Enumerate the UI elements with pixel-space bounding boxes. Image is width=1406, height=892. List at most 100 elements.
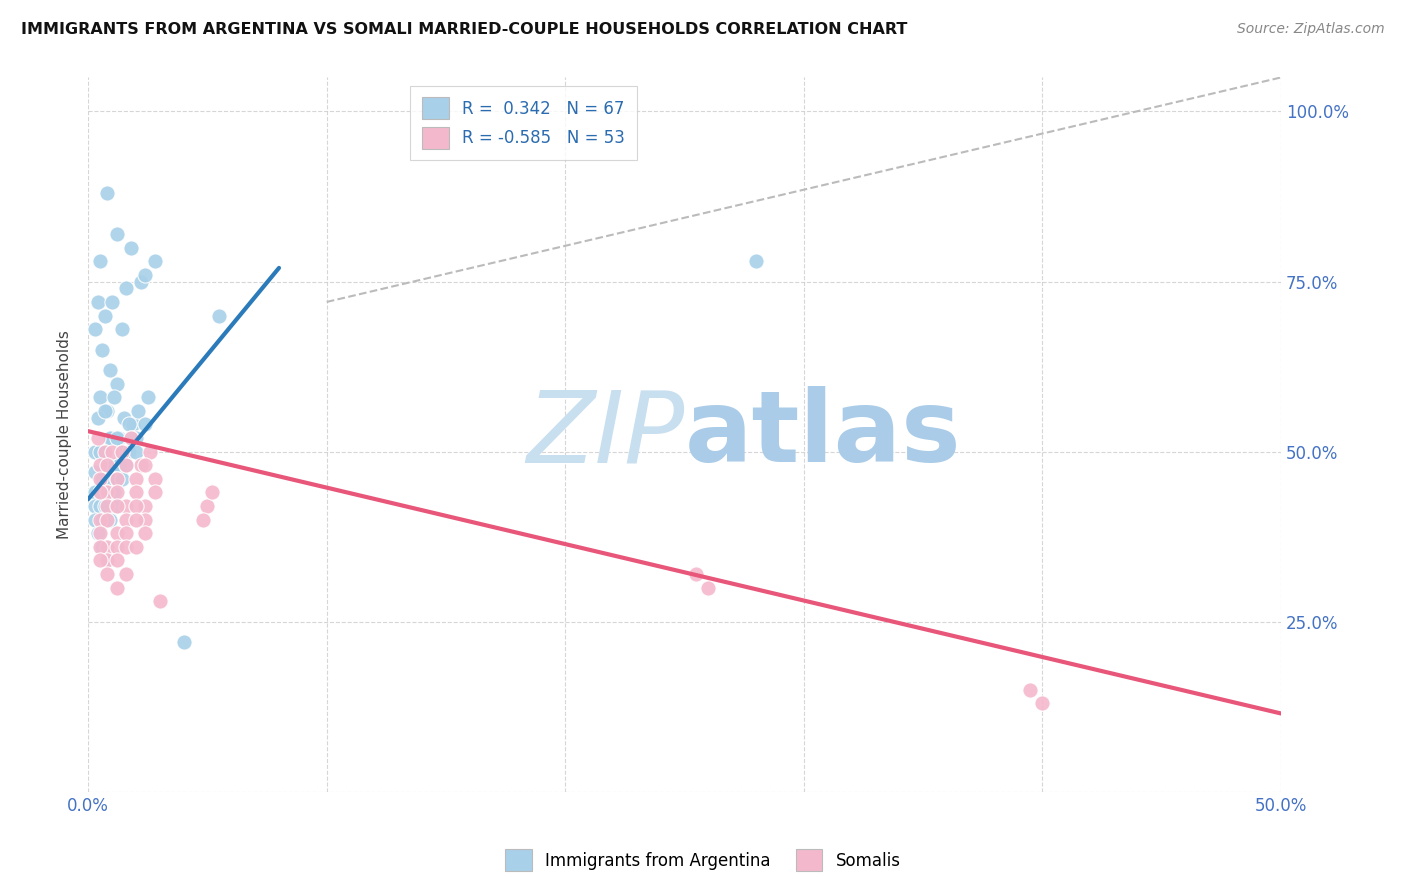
Point (101, 294, 124, 309)
Point (134, 499, 156, 513)
Point (89, 499, 111, 513)
Point (201, 485, 224, 500)
Point (96, 458, 118, 473)
Point (139, 444, 162, 458)
Point (103, 390, 125, 404)
Point (173, 635, 195, 649)
Point (91, 540, 114, 554)
Point (120, 431, 142, 445)
Point (86, 294, 108, 309)
Point (105, 581, 128, 595)
Point (96, 485, 118, 500)
Point (125, 472, 148, 486)
Point (101, 444, 124, 458)
Point (94, 499, 117, 513)
Point (84, 499, 107, 513)
Point (94, 309, 117, 323)
Point (115, 281, 138, 295)
Point (94, 403, 117, 417)
Point (91, 513, 114, 527)
Point (134, 458, 156, 473)
Point (105, 376, 128, 391)
Point (105, 499, 128, 513)
Point (127, 403, 149, 417)
Point (115, 526, 138, 541)
Point (197, 499, 219, 513)
Point (115, 444, 138, 458)
Text: Source: ZipAtlas.com: Source: ZipAtlas.com (1237, 22, 1385, 37)
Point (105, 227, 128, 241)
Point (745, 254, 768, 268)
Point (94, 444, 117, 458)
Point (89, 458, 111, 473)
Legend: R =  0.342   N = 67, R = -0.585   N = 53: R = 0.342 N = 67, R = -0.585 N = 53 (411, 86, 637, 161)
Point (143, 254, 166, 268)
Point (685, 567, 707, 582)
Point (105, 485, 128, 500)
Point (125, 513, 148, 527)
Point (101, 431, 124, 445)
Point (103, 485, 125, 500)
Point (89, 390, 111, 404)
Point (143, 472, 166, 486)
Point (96, 485, 118, 500)
Point (96, 553, 118, 567)
Point (96, 513, 118, 527)
Point (89, 254, 111, 268)
Text: IMMIGRANTS FROM ARGENTINA VS SOMALI MARRIED-COUPLE HOUSEHOLDS CORRELATION CHART: IMMIGRANTS FROM ARGENTINA VS SOMALI MARR… (21, 22, 907, 37)
Point (115, 458, 138, 473)
Point (84, 513, 107, 527)
Point (1031, 696, 1053, 710)
Point (86, 526, 108, 541)
Point (89, 526, 111, 541)
Point (89, 444, 111, 458)
Point (96, 499, 118, 513)
Point (96, 567, 118, 582)
Point (191, 513, 214, 527)
Point (125, 431, 148, 445)
Point (1019, 682, 1042, 697)
Point (110, 322, 132, 336)
Point (697, 581, 720, 595)
Point (118, 444, 141, 458)
Point (86, 431, 108, 445)
Point (118, 417, 141, 432)
Point (122, 417, 145, 432)
Point (136, 390, 159, 404)
Point (115, 499, 138, 513)
Point (89, 485, 111, 500)
Point (96, 403, 118, 417)
Point (120, 240, 142, 254)
Point (86, 444, 108, 458)
Point (89, 540, 111, 554)
Point (129, 458, 152, 473)
Point (125, 540, 148, 554)
Text: ZIP: ZIP (526, 386, 685, 483)
Point (96, 458, 118, 473)
Point (134, 268, 156, 282)
Point (108, 431, 131, 445)
Point (89, 472, 111, 486)
Point (134, 513, 156, 527)
Point (105, 431, 128, 445)
Point (91, 444, 114, 458)
Point (96, 553, 118, 567)
Point (110, 444, 132, 458)
Point (115, 540, 138, 554)
Point (125, 444, 148, 458)
Point (96, 186, 118, 200)
Point (89, 513, 111, 527)
Point (108, 458, 131, 473)
Text: atlas: atlas (685, 386, 962, 483)
Point (110, 444, 132, 458)
Point (105, 553, 128, 567)
Point (208, 309, 231, 323)
Point (129, 275, 152, 289)
Point (110, 472, 132, 486)
Point (91, 343, 114, 357)
Point (91, 472, 114, 486)
Point (134, 417, 156, 432)
Point (143, 485, 166, 500)
Point (125, 499, 148, 513)
Point (86, 410, 108, 425)
